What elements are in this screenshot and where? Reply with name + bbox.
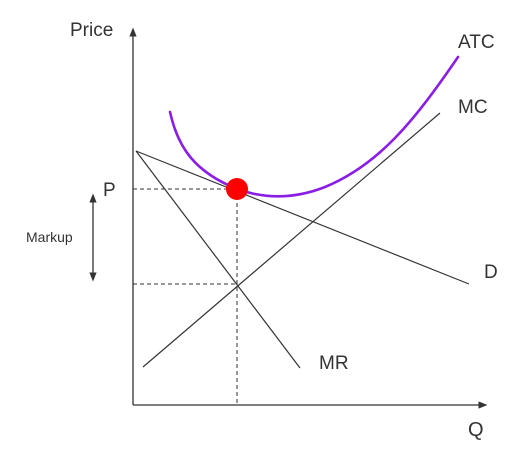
equilibrium-point (226, 178, 248, 200)
atc-curve (168, 55, 460, 198)
atc-label: ATC (458, 32, 495, 53)
mr-label: MR (319, 353, 349, 374)
x-axis-label: Q (468, 419, 484, 441)
marginal-revenue-line (135, 150, 301, 369)
marginal-cost-line (142, 112, 441, 368)
mc-label: MC (458, 97, 488, 118)
y-axis-label: Price (70, 20, 113, 41)
price-label: P (103, 180, 116, 201)
demand-label: D (484, 262, 498, 283)
demand-line (135, 150, 470, 285)
markup-label: Markup (26, 229, 73, 245)
